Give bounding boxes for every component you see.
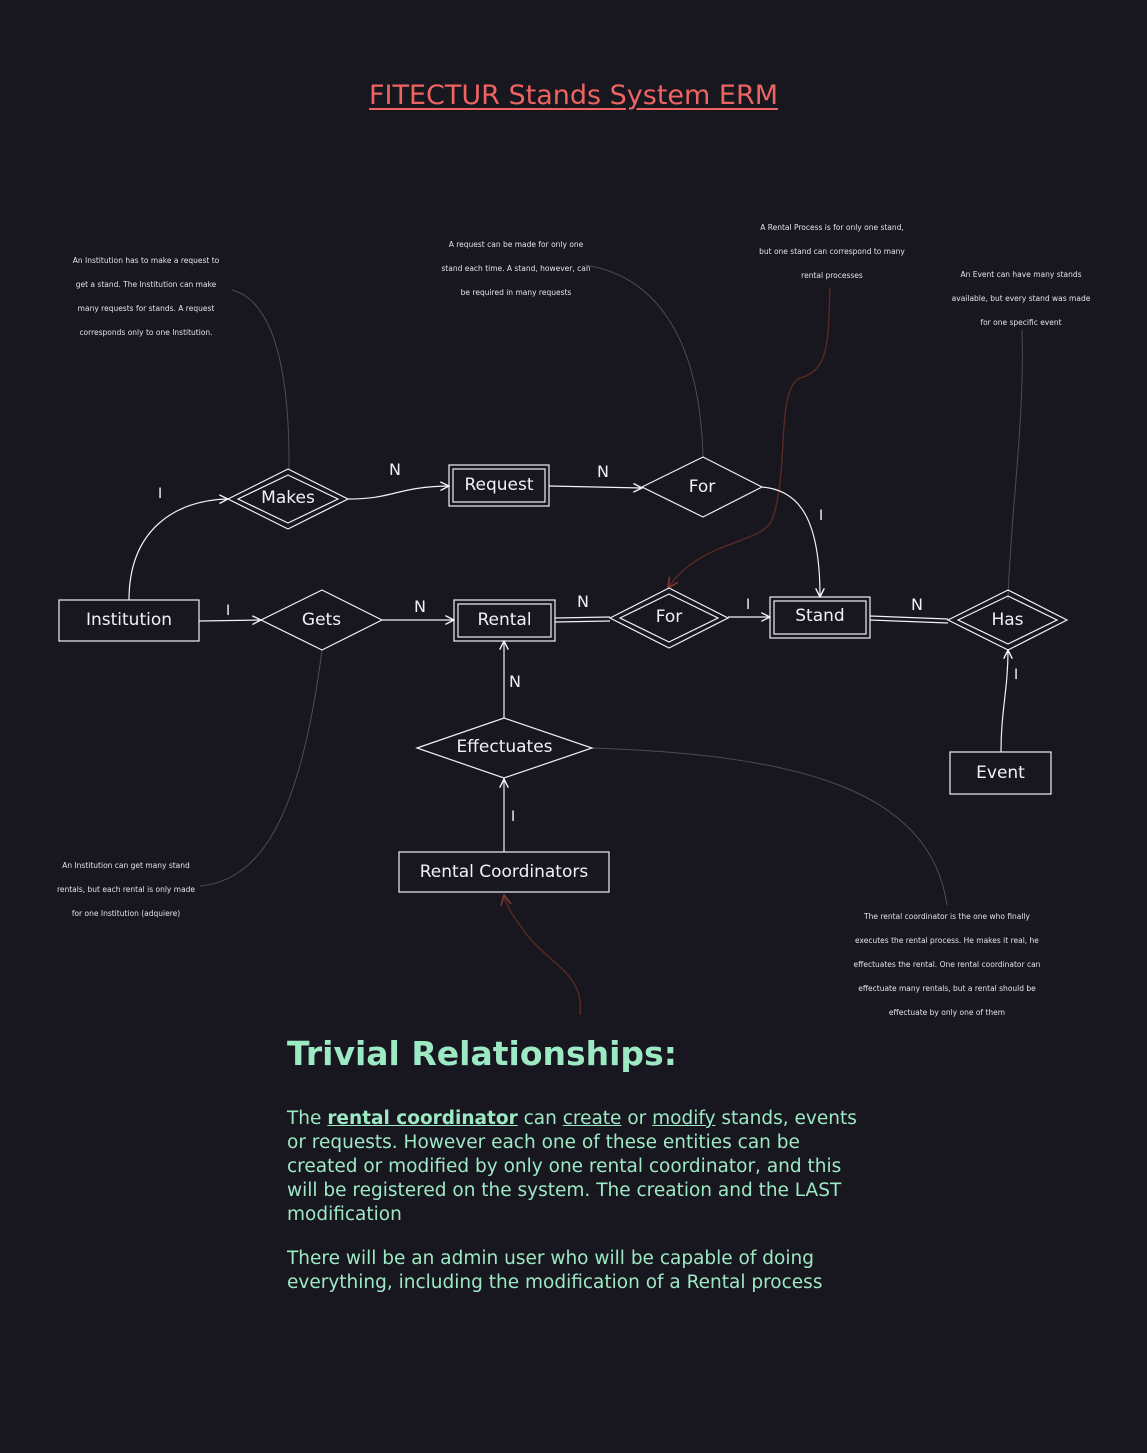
has-diamond-outer (946, 589, 1069, 651)
gets-note-connector (199, 649, 323, 887)
for-rental-relationship: For (655, 607, 683, 627)
p1-word-or: or (627, 1108, 647, 1129)
rental-entity-box-outer (453, 599, 556, 642)
makes-request-line (347, 486, 449, 500)
trivial-paragraph-2: There will be an admin user who will be … (287, 1248, 823, 1293)
p1-modify: modify (652, 1108, 716, 1129)
for-request-diamond (640, 456, 764, 518)
stand-has-line-a (869, 615, 949, 620)
makes-note-connector (231, 289, 290, 471)
cardinality-request-for: N (597, 462, 609, 481)
makes-diamond-outer (226, 468, 350, 530)
makes-relationship: Makes (261, 488, 315, 508)
request-for-line (548, 486, 642, 488)
trivial-relationships-heading: Trivial Relationships: (287, 1034, 677, 1073)
p1-rest: stands, events or requests. However each… (287, 1108, 857, 1225)
gets-note: An Institution can get many stand rental… (56, 861, 196, 918)
event-entity-box (949, 751, 1052, 795)
for-rental-diamond-inner (618, 593, 720, 643)
rental-process-note: A Rental Process is for only one stand, … (759, 223, 905, 280)
cardinality-stand-has: N (911, 595, 923, 614)
p1-word-can: can (523, 1108, 557, 1129)
institution-entity: Institution (85, 610, 173, 630)
event-note: An Event can have many stands available,… (951, 270, 1091, 327)
coordinator-note: The rental coordinator is the one who fi… (853, 912, 1041, 1017)
stand-entity-box-outer (769, 596, 871, 639)
request-note: A request can be made for only one stand… (441, 240, 591, 297)
diagram-title: FITECTUR Stands System ERM (368, 80, 779, 111)
rental-entity: Rental (477, 610, 532, 630)
coordinator-note-connector (504, 895, 582, 1016)
trivial-paragraph-1: The rental coordinator can create or mod… (287, 1107, 867, 1227)
cardinality-institution-makes: I (158, 486, 163, 502)
cardinality-gets-rental: N (414, 597, 426, 616)
event-entity: Event (976, 763, 1025, 783)
event-has-line (1000, 650, 1008, 753)
makes-note: An Institution has to make a request to … (72, 256, 220, 337)
makes-diamond-inner (236, 474, 340, 524)
cardinality-coordinator-effectuates: I (511, 809, 516, 825)
institution-gets-line (198, 620, 261, 621)
effectuates-note-connector (591, 747, 948, 906)
request-entity-box-outer (448, 464, 550, 507)
cardinality-effectuates-rental: N (509, 672, 521, 691)
effectuates-relationship: Effectuates (456, 737, 553, 757)
institution-entity-box (58, 599, 200, 642)
rental-for-line-b (554, 620, 611, 623)
cardinality-for-stand: I (819, 508, 824, 524)
has-diamond-inner (956, 595, 1059, 645)
rental-entity-box-inner (457, 603, 552, 638)
stand-entity: Stand (795, 606, 845, 626)
stand-has-line-b (869, 619, 949, 624)
rental-coordinators-entity: Rental Coordinators (419, 862, 589, 882)
institution-makes-line (128, 499, 228, 601)
has-relationship: Has (991, 610, 1024, 630)
event-note-connector (1007, 329, 1023, 601)
request-note-connector (584, 264, 704, 459)
rental-process-note-connector (668, 287, 831, 588)
p1-create: create (562, 1108, 622, 1129)
cardinality-makes-request: N (389, 460, 401, 479)
gets-relationship: Gets (301, 610, 342, 630)
for-stand-line (761, 486, 820, 597)
cardinality-institution-gets: I (226, 603, 231, 619)
request-entity: Request (464, 475, 534, 495)
cardinality-rental-for: N (577, 592, 589, 611)
rental-for-line-a (554, 616, 611, 619)
cardinality-event-has: I (1014, 667, 1019, 683)
for-rental-diamond-outer (608, 587, 730, 649)
request-entity-box-inner (452, 468, 546, 503)
rental-coordinators-entity-box (398, 851, 610, 893)
stand-entity-box-inner (773, 600, 867, 635)
gets-diamond (259, 589, 384, 651)
effectuates-diamond (415, 717, 594, 779)
p1-word-the: The (287, 1108, 322, 1129)
cardinality-for-stand-2: I (746, 597, 751, 613)
for-request-relationship: For (688, 477, 716, 497)
p1-rental-coordinator: rental coordinator (327, 1108, 518, 1129)
